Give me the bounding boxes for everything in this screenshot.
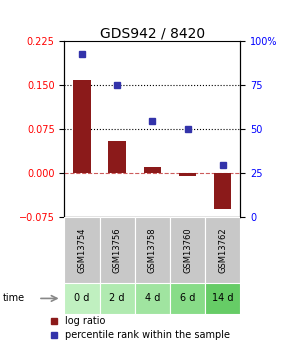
Bar xyxy=(135,217,170,283)
Bar xyxy=(100,283,135,314)
Bar xyxy=(170,217,205,283)
Text: percentile rank within the sample: percentile rank within the sample xyxy=(65,330,230,339)
Text: GSM13758: GSM13758 xyxy=(148,227,157,273)
Bar xyxy=(170,283,205,314)
Bar xyxy=(100,217,135,283)
Bar xyxy=(205,217,240,283)
Text: 0 d: 0 d xyxy=(74,294,90,303)
Bar xyxy=(135,283,170,314)
Bar xyxy=(179,173,196,176)
Text: log ratio: log ratio xyxy=(65,316,105,326)
Text: 4 d: 4 d xyxy=(145,294,160,303)
Bar xyxy=(108,141,126,173)
Text: 2 d: 2 d xyxy=(110,294,125,303)
Text: GSM13760: GSM13760 xyxy=(183,227,192,273)
Text: GSM13754: GSM13754 xyxy=(78,227,86,273)
Bar xyxy=(64,283,100,314)
Bar xyxy=(205,283,240,314)
Text: time: time xyxy=(3,294,25,303)
Bar xyxy=(214,173,231,208)
Bar xyxy=(64,217,100,283)
Title: GDS942 / 8420: GDS942 / 8420 xyxy=(100,26,205,40)
Text: GSM13762: GSM13762 xyxy=(218,227,227,273)
Text: 6 d: 6 d xyxy=(180,294,195,303)
Text: 14 d: 14 d xyxy=(212,294,234,303)
Bar xyxy=(73,79,91,173)
Text: GSM13756: GSM13756 xyxy=(113,227,122,273)
Bar xyxy=(144,167,161,173)
